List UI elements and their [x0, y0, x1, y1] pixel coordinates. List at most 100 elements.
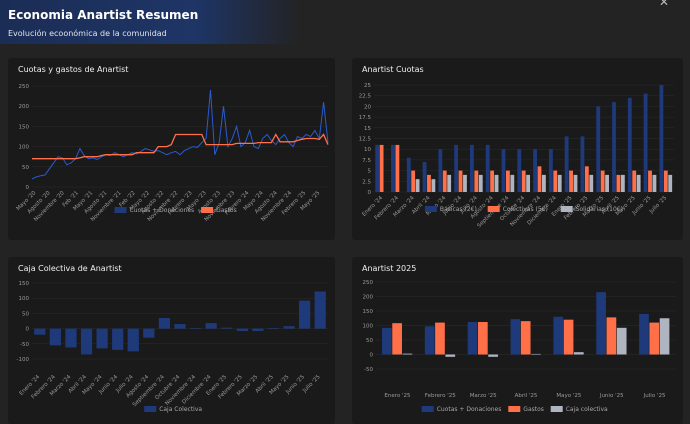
bar-solidarias: [494, 174, 499, 192]
bar-gastos: [392, 323, 402, 355]
bar-basicas: [627, 97, 632, 192]
bar-solidarias: [573, 174, 578, 192]
y-tick-label: 50: [22, 165, 29, 171]
bar-basicas: [438, 149, 443, 192]
y-tick-label: 50: [22, 311, 29, 317]
bar-solidarias: [415, 179, 420, 192]
bar-caja-colectiva: [112, 328, 124, 350]
bar-caja-colectiva: [158, 317, 171, 329]
legend-swatch: [487, 206, 500, 212]
y-tick-label: 0: [26, 185, 30, 191]
bar-gastos: [478, 322, 488, 355]
y-tick-label: 0: [368, 190, 372, 196]
y-tick-label: 5: [368, 169, 372, 175]
bar-caja-colectiva: [80, 328, 93, 355]
bar-basicas: [659, 85, 664, 192]
bar-caja-colectiva: [189, 327, 202, 329]
bar-caja: [402, 353, 413, 355]
bar-caja: [531, 353, 541, 355]
bar-basicas: [375, 144, 380, 192]
y-tick-label: 25: [364, 83, 371, 89]
bar-caja-colectiva: [96, 328, 108, 349]
panel-caja-colectiva: Caja Colectiva de Anartist -100 -50 0 50 100…: [8, 257, 335, 424]
y-tick-label: 22.5: [359, 94, 372, 100]
legend-label: Gastos: [216, 207, 237, 214]
panel-anartist-cuotas: Anartist Cuotas 0 2.5 5 7.5 10 12.5 15 17.5 20 22…: [352, 58, 683, 240]
y-tick-label: 200: [19, 104, 30, 110]
y-tick-label: 50: [366, 338, 373, 344]
bar-caja-colectiva: [174, 324, 186, 329]
chart-title: Anartist Cuotas: [362, 65, 424, 74]
x-tick-label: Julio '25: [643, 393, 666, 399]
y-tick-label: 100: [19, 145, 30, 151]
bar-cuotas: [639, 313, 649, 355]
bar-colectivas: [427, 174, 431, 192]
bar-caja-colectiva: [143, 328, 155, 338]
legend-label: Básicas (2€): [440, 206, 477, 213]
chart-title: Cuotas y gastos de Anartist: [18, 65, 129, 74]
bar-basicas: [596, 106, 601, 192]
bar-colectivas: [632, 170, 637, 192]
legend-swatch: [424, 206, 437, 212]
y-tick-label: 12.5: [359, 137, 372, 143]
bar-colectivas: [569, 170, 573, 192]
bar-colectivas: [648, 170, 652, 192]
y-tick-label: 200: [363, 295, 374, 301]
page-subtitle: Evolución ecoonómica de la comunidad: [8, 29, 167, 38]
bar-solidarias: [526, 174, 531, 192]
bar-colectivas: [458, 170, 463, 192]
bar-basicas: [406, 157, 411, 192]
bar-colectivas: [474, 170, 479, 192]
bar-cuotas: [424, 326, 435, 355]
y-tick-label: 2.5: [362, 179, 371, 185]
y-tick-label: 0: [26, 327, 30, 333]
bar-basicas: [533, 149, 537, 192]
bar-colectivas: [553, 170, 558, 192]
y-tick-label: 20: [364, 104, 371, 110]
bar-cuotas: [382, 327, 392, 355]
legend-label: Cuotas + Donaciones: [437, 406, 502, 413]
y-tick-label: 15: [364, 126, 371, 132]
bar-basicas: [580, 136, 585, 192]
bar-caja-colectiva: [65, 328, 77, 348]
bar-colectivas: [584, 166, 589, 192]
page-title: Economia Anartist Resumen: [8, 8, 199, 22]
bar-solidarias: [605, 174, 609, 192]
bar-caja-colectiva: [314, 291, 326, 329]
y-tick-label: 17.5: [359, 115, 372, 121]
chart-title: Caja Colectiva de Anartist: [18, 264, 122, 273]
bar-caja-colectiva: [299, 300, 311, 329]
bar-solidarias: [636, 174, 641, 192]
bar-caja: [488, 354, 498, 357]
bar-gastos: [435, 322, 445, 355]
x-tick-label: Marzo '25: [470, 393, 497, 399]
bar-solidarias: [510, 174, 515, 192]
bar-colectivas: [411, 170, 416, 192]
bar-basicas: [643, 93, 648, 192]
bar-colectivas: [506, 170, 510, 192]
panel-cuotas-gastos: Cuotas y gastos de Anartist 0 50 100 150 200…: [8, 58, 335, 240]
y-tick-label: 10: [364, 147, 371, 153]
bar-caja: [659, 318, 670, 355]
bar-solidarias: [447, 174, 452, 192]
y-tick-label: 7.5: [362, 158, 371, 164]
legend-swatch: [508, 406, 521, 412]
bar-cuotas: [553, 316, 564, 355]
bar-caja-colectiva: [283, 326, 295, 329]
bar-cuotas: [596, 292, 606, 355]
bar-colectivas: [379, 144, 384, 192]
legend-label: Colectivas (5€): [503, 206, 548, 213]
y-tick-label: 250: [363, 280, 374, 286]
bar-basicas: [422, 162, 427, 192]
y-tick-label: 250: [19, 84, 30, 90]
bar-solidarias: [542, 174, 546, 192]
y-tick-label: 100: [19, 296, 30, 302]
bar-basicas: [548, 149, 553, 192]
bar-solidarias: [557, 174, 562, 192]
bar-caja-colectiva: [252, 328, 264, 332]
bar-colectivas: [616, 174, 621, 192]
close-icon[interactable]: ✕: [659, 0, 670, 9]
bar-caja-colectiva: [49, 328, 61, 346]
bar-solidarias: [620, 174, 625, 192]
